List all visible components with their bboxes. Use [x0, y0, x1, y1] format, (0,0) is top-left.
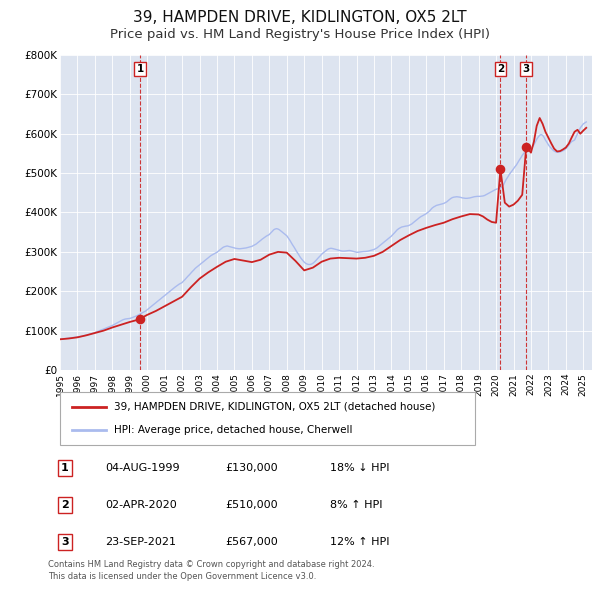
Text: HPI: Average price, detached house, Cherwell: HPI: Average price, detached house, Cher…	[114, 425, 352, 435]
Text: 3: 3	[523, 64, 530, 74]
Text: £567,000: £567,000	[225, 537, 278, 547]
FancyBboxPatch shape	[60, 392, 475, 445]
Text: 39, HAMPDEN DRIVE, KIDLINGTON, OX5 2LT: 39, HAMPDEN DRIVE, KIDLINGTON, OX5 2LT	[133, 10, 467, 25]
Text: 12% ↑ HPI: 12% ↑ HPI	[330, 537, 389, 547]
Text: 8% ↑ HPI: 8% ↑ HPI	[330, 500, 383, 510]
Point	[135, 314, 145, 323]
Text: Price paid vs. HM Land Registry's House Price Index (HPI): Price paid vs. HM Land Registry's House …	[110, 28, 490, 41]
Text: 02-APR-2020: 02-APR-2020	[105, 500, 177, 510]
Text: 39, HAMPDEN DRIVE, KIDLINGTON, OX5 2LT (detached house): 39, HAMPDEN DRIVE, KIDLINGTON, OX5 2LT (…	[114, 402, 436, 412]
Point	[521, 142, 531, 152]
Text: £510,000: £510,000	[225, 500, 278, 510]
Text: This data is licensed under the Open Government Licence v3.0.: This data is licensed under the Open Gov…	[48, 572, 316, 581]
Text: 18% ↓ HPI: 18% ↓ HPI	[330, 463, 389, 473]
Text: 04-AUG-1999: 04-AUG-1999	[105, 463, 179, 473]
Text: 2: 2	[497, 64, 504, 74]
Text: Contains HM Land Registry data © Crown copyright and database right 2024.: Contains HM Land Registry data © Crown c…	[48, 560, 374, 569]
Text: 23-SEP-2021: 23-SEP-2021	[105, 537, 176, 547]
Text: 1: 1	[61, 463, 69, 473]
Text: £130,000: £130,000	[225, 463, 278, 473]
Text: 3: 3	[61, 537, 69, 547]
Text: 1: 1	[136, 64, 143, 74]
Text: 2: 2	[61, 500, 69, 510]
Point	[496, 165, 505, 174]
